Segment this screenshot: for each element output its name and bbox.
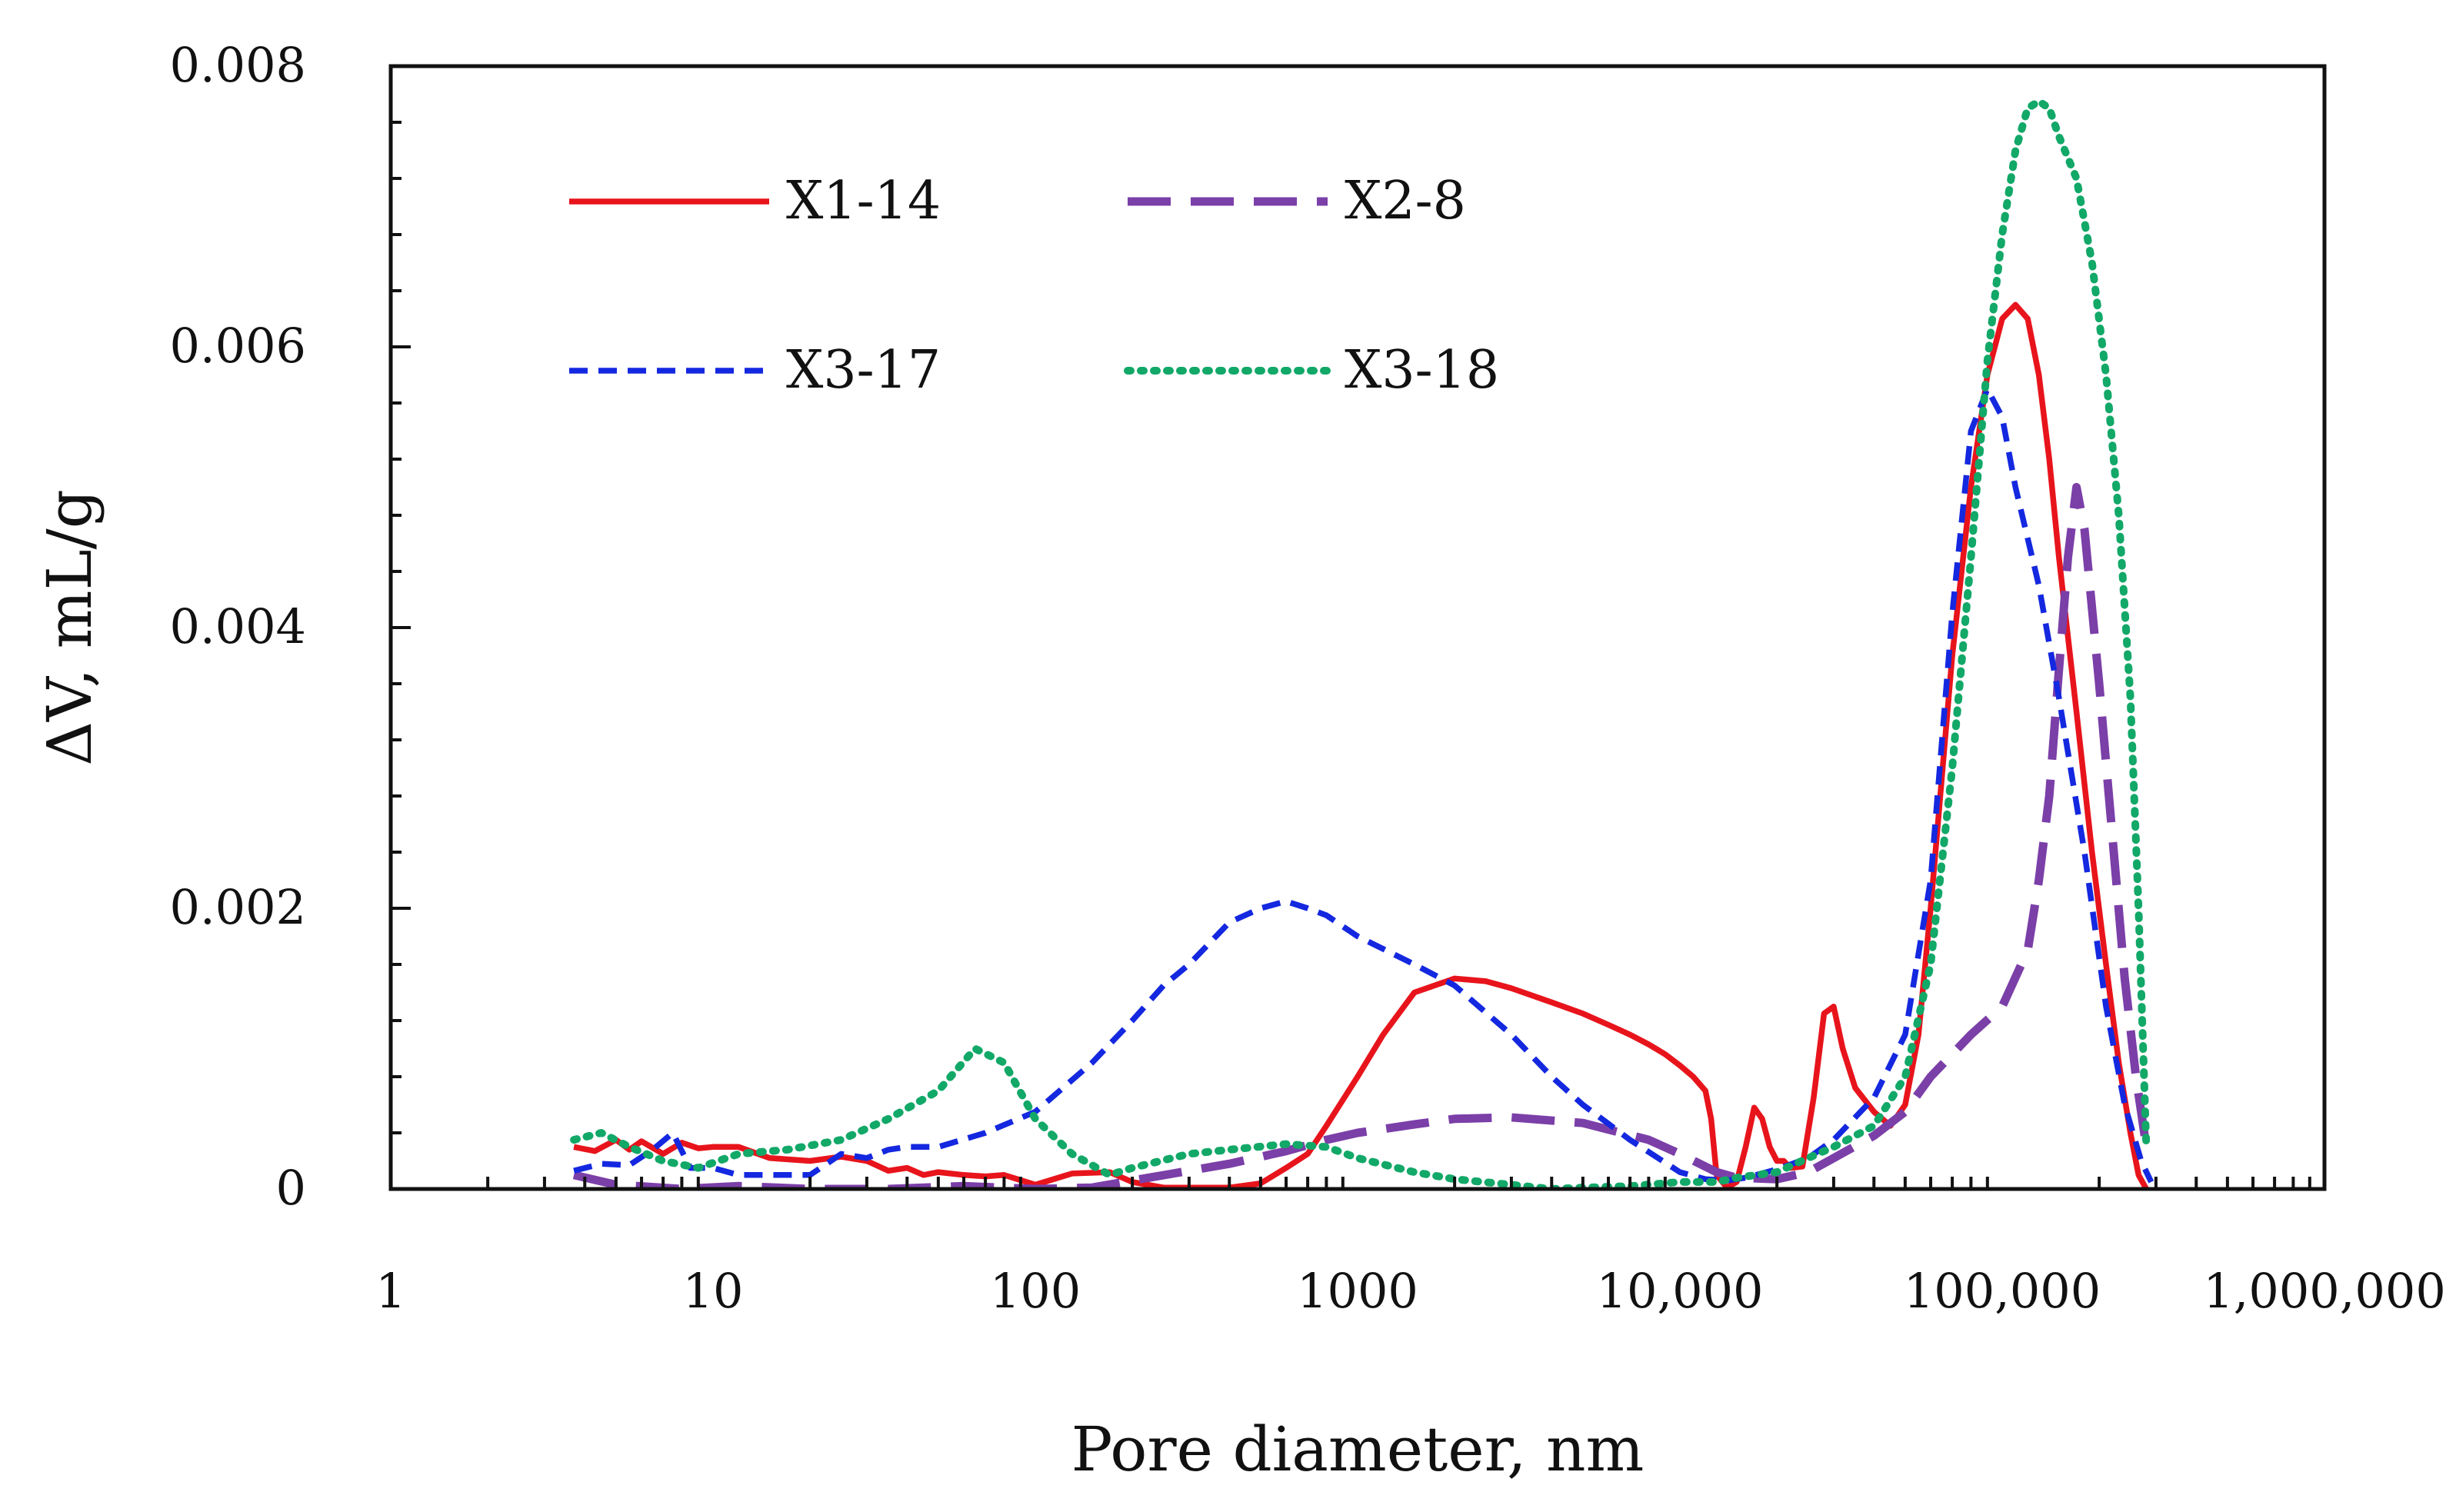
y-tick-label: 0.008 (170, 37, 307, 93)
series-layer (570, 97, 2154, 1189)
legend-label-x3-17: X3-17 (786, 340, 941, 401)
legend-label-x1-14: X1-14 (786, 171, 941, 231)
y-tick-label: 0.002 (170, 879, 307, 935)
series-line-x1-14 (573, 301, 2149, 1189)
x-axis-title: Pore diameter, nm (1071, 1414, 1645, 1485)
x-tick-label: 1 (375, 1263, 405, 1319)
x-tick-label: 1000 (1297, 1263, 1418, 1319)
y-tick-label: 0.006 (170, 318, 307, 374)
x-tick-label: 100,000 (1904, 1263, 2101, 1319)
x-axis-ticks (486, 1177, 2311, 1189)
x-tick-label: 1,000,000 (2203, 1263, 2446, 1319)
series-line-x2-8 (572, 483, 2151, 1189)
y-tick-label: 0.004 (170, 598, 307, 654)
y-axis-ticks (391, 65, 411, 1191)
x-tick-label: 100 (990, 1263, 1081, 1319)
x-tick-label: 10,000 (1597, 1263, 1764, 1319)
y-axis-tick-labels: 0 0.002 0.004 0.006 0.008 (170, 37, 307, 1216)
series-line-x3-18 (570, 97, 2151, 1189)
legend-label-x3-18: X3-18 (1345, 340, 1499, 401)
series-line-x3-17 (573, 386, 2154, 1184)
legend-label-x2-8: X2-8 (1345, 171, 1466, 231)
y-axis-title: ΔV, mL/g (34, 489, 105, 766)
y-tick-label: 0 (276, 1160, 306, 1216)
x-axis-tick-labels: 1 10 100 1000 10,000 100,000 1,000,000 (375, 1263, 2446, 1319)
legend: X1-14 X2-8 X3-17 X3-18 (569, 171, 1499, 401)
x-tick-label: 10 (683, 1263, 744, 1319)
